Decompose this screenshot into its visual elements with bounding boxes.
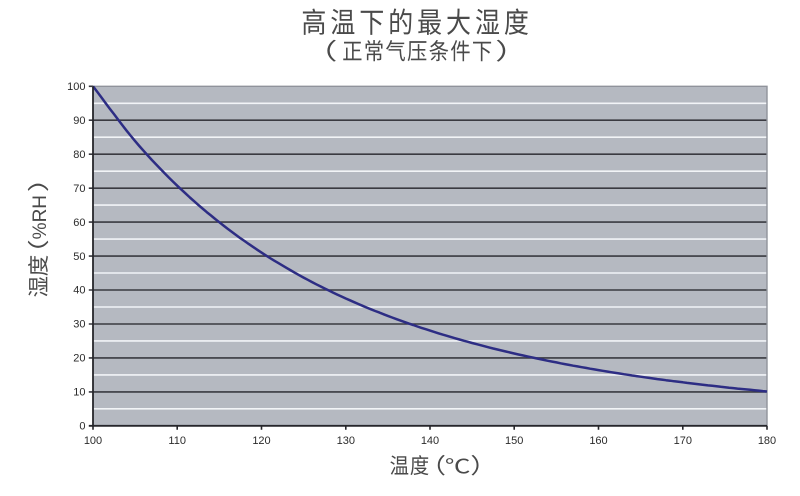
svg-text:60: 60	[73, 217, 85, 229]
svg-text:80: 80	[73, 149, 85, 161]
svg-text:180: 180	[758, 435, 776, 447]
svg-text:110: 110	[168, 435, 186, 447]
svg-text:160: 160	[589, 435, 607, 447]
svg-text:%RH: %RH	[30, 195, 51, 239]
svg-text:100: 100	[67, 81, 85, 93]
svg-text:0: 0	[79, 421, 85, 433]
svg-text:30: 30	[73, 319, 85, 331]
svg-text:140: 140	[421, 435, 439, 447]
svg-text:120: 120	[252, 435, 270, 447]
svg-text:90: 90	[73, 115, 85, 127]
svg-text:20: 20	[73, 353, 85, 365]
svg-text:70: 70	[73, 183, 85, 195]
svg-text:170: 170	[674, 435, 692, 447]
svg-text:40: 40	[73, 285, 85, 297]
svg-text:10: 10	[73, 387, 85, 399]
svg-text:130: 130	[337, 435, 355, 447]
svg-text:150: 150	[505, 435, 523, 447]
svg-text:50: 50	[73, 251, 85, 263]
svg-text:100: 100	[84, 435, 102, 447]
